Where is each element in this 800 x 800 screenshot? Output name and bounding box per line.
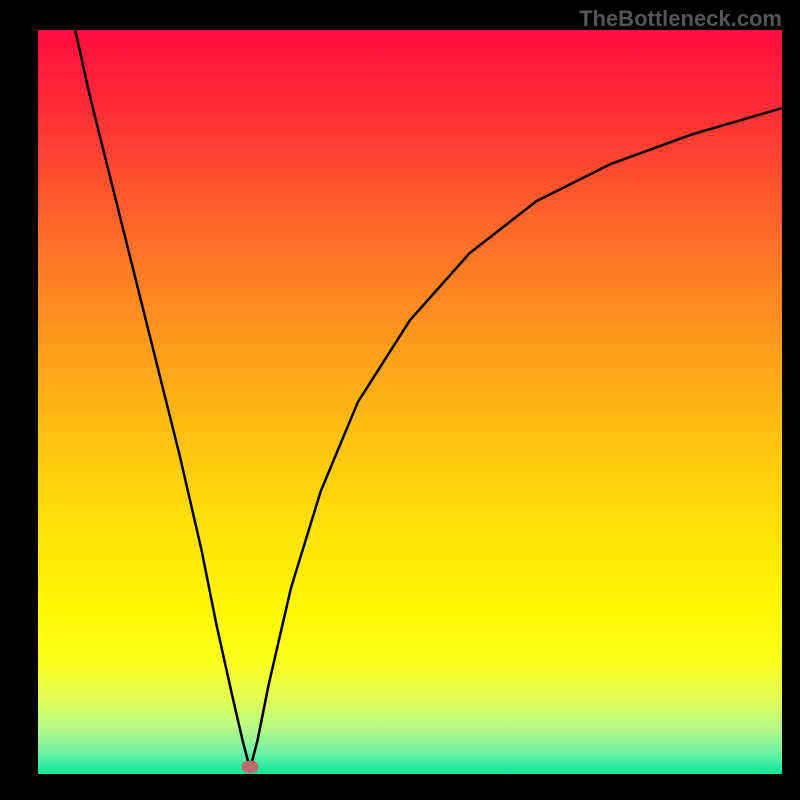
watermark-text: TheBottleneck.com [579,6,782,32]
minimum-marker [242,761,259,773]
chart-plot-area [38,30,782,774]
bottleneck-curve [38,30,782,774]
